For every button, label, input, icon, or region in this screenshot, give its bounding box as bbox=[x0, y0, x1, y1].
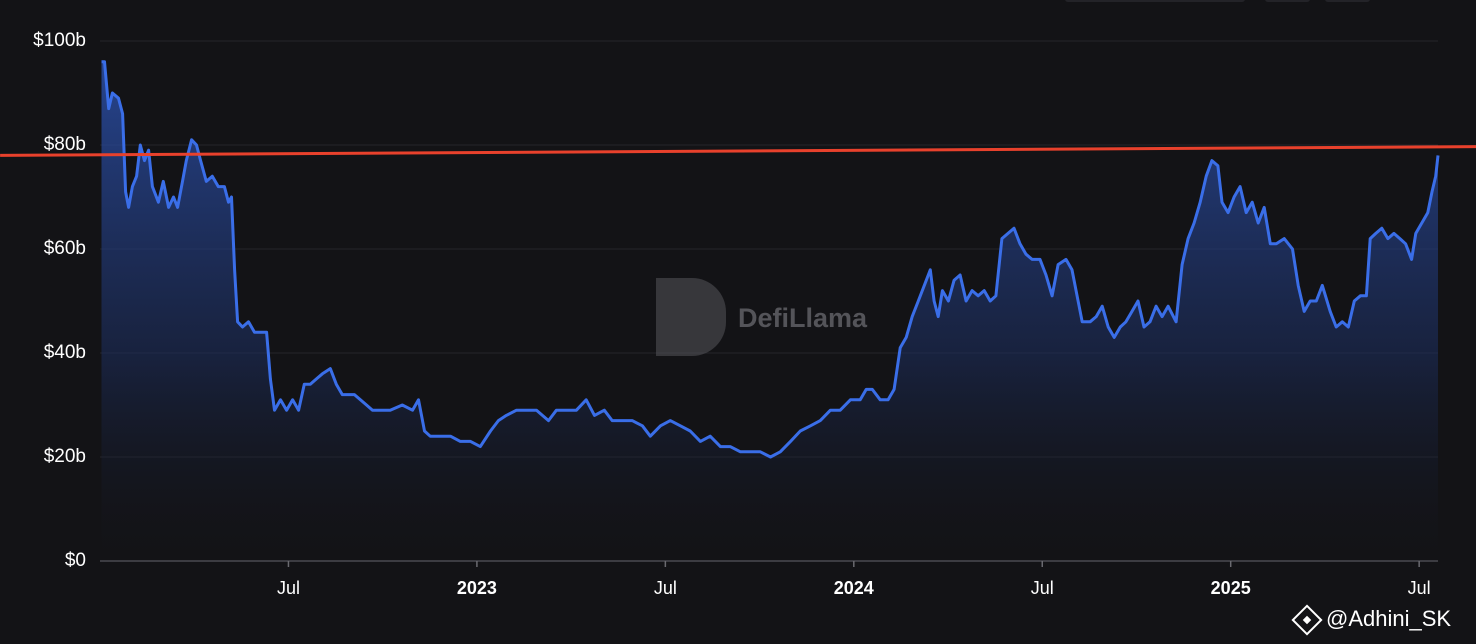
toolbar-button[interactable] bbox=[1325, 0, 1370, 2]
x-tick-label: Jul bbox=[1408, 578, 1431, 598]
line bbox=[101, 60, 1440, 459]
x-tick-label: 2023 bbox=[457, 578, 497, 598]
reference-line bbox=[0, 145, 1476, 157]
toolbar-button[interactable] bbox=[1265, 0, 1310, 2]
y-tick-label: $60b bbox=[44, 238, 86, 259]
toolbar-button[interactable] bbox=[1065, 0, 1245, 2]
x-tick-label: Jul bbox=[654, 578, 677, 598]
x-tick-label: 2025 bbox=[1211, 578, 1251, 598]
credit: @Adhini_SK bbox=[1291, 604, 1451, 636]
x-tick-label: Jul bbox=[277, 578, 300, 598]
y-tick-label: $40b bbox=[44, 342, 86, 363]
axes: $0 $20b $40b $60b $80b $100b Jul 2023 Jul 2024 Jul… bbox=[33, 30, 1438, 598]
plot bbox=[0, 60, 1476, 562]
y-tick-label: $20b bbox=[44, 446, 86, 467]
x-tick-label: 2024 bbox=[834, 578, 874, 598]
watermark-text: DefiLlama bbox=[738, 303, 868, 333]
watermark: DefiLlama bbox=[656, 278, 868, 356]
credit-text: @Adhini_SK bbox=[1326, 606, 1451, 631]
y-tick-label: $80b bbox=[44, 134, 86, 155]
watermark-logo bbox=[656, 278, 692, 356]
x-tick-label: Jul bbox=[1031, 578, 1054, 598]
y-tick-label: $100b bbox=[33, 30, 86, 51]
y-tick-label: $0 bbox=[65, 550, 86, 571]
